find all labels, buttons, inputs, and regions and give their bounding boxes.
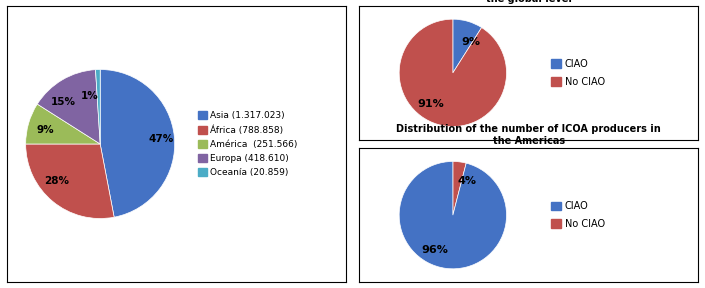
Wedge shape bbox=[95, 69, 100, 144]
Title: Distribution of the number of ICOA producers in
the Americas: Distribution of the number of ICOA produ… bbox=[396, 124, 661, 146]
Wedge shape bbox=[399, 19, 506, 126]
Text: 9%: 9% bbox=[462, 37, 481, 47]
Text: 96%: 96% bbox=[422, 245, 448, 255]
Text: 9%: 9% bbox=[36, 126, 54, 135]
Wedge shape bbox=[25, 144, 114, 219]
Legend: Asia (1.317.023), África (788.858), América  (251.566), Europa (418.610), Oceaní: Asia (1.317.023), África (788.858), Amér… bbox=[198, 111, 298, 177]
Wedge shape bbox=[453, 19, 482, 73]
Text: 15%: 15% bbox=[51, 97, 75, 107]
Wedge shape bbox=[453, 162, 466, 215]
Wedge shape bbox=[25, 104, 100, 144]
Text: 28%: 28% bbox=[44, 176, 69, 186]
Text: 4%: 4% bbox=[458, 175, 477, 185]
Wedge shape bbox=[37, 70, 100, 144]
Legend: CIAO, No CIAO: CIAO, No CIAO bbox=[551, 201, 605, 229]
Wedge shape bbox=[399, 162, 506, 269]
Wedge shape bbox=[100, 69, 175, 217]
Text: 47%: 47% bbox=[148, 134, 173, 145]
Text: 91%: 91% bbox=[417, 99, 444, 109]
Legend: CIAO, No CIAO: CIAO, No CIAO bbox=[551, 59, 605, 87]
Text: Figure 4. Distribution of Certified Producers Worldwide
2018
2.79 million hectar: Figure 4. Distribution of Certified Prod… bbox=[17, 0, 323, 2]
Title: Distribution of the number of ICOA producers at
the global level: Distribution of the number of ICOA produ… bbox=[396, 0, 661, 3]
Text: 1%: 1% bbox=[81, 91, 99, 101]
